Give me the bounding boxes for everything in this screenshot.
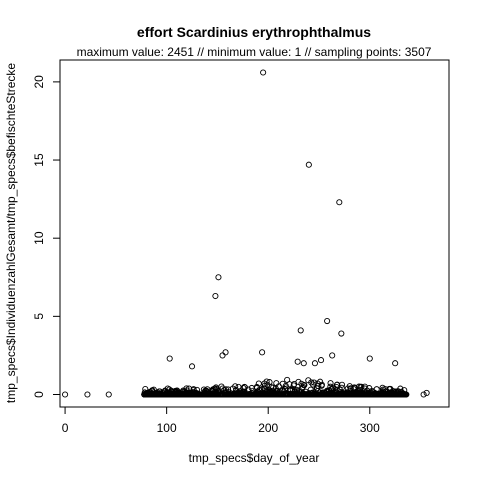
data-point xyxy=(219,352,226,359)
data-point xyxy=(351,384,358,391)
data-point xyxy=(310,379,318,386)
data-point xyxy=(232,383,239,390)
data-point xyxy=(311,360,318,367)
y-tick-label: 0 xyxy=(32,391,46,398)
data-point xyxy=(222,349,229,356)
data-point xyxy=(423,389,430,396)
data-point xyxy=(261,382,268,389)
data-point xyxy=(286,381,293,388)
data-point xyxy=(62,391,69,398)
data-point xyxy=(305,377,312,384)
data-point xyxy=(105,391,112,398)
data-point xyxy=(392,360,399,367)
y-tick-label: 20 xyxy=(32,75,46,89)
data-point xyxy=(300,360,307,367)
data-point xyxy=(84,391,91,398)
y-tick-label: 5 xyxy=(32,313,46,320)
data-point xyxy=(318,381,325,388)
data-point xyxy=(166,355,173,362)
data-point xyxy=(273,380,280,387)
data-point xyxy=(259,349,266,356)
plot-box xyxy=(59,59,450,408)
data-point xyxy=(255,380,262,387)
y-axis-label: tmp_specs$IndividuenzahlGesamt/tmp_specs… xyxy=(4,63,18,404)
data-point xyxy=(260,69,267,76)
data-point xyxy=(317,357,325,364)
x-tick-label: 100 xyxy=(157,421,177,435)
x-axis-label: tmp_specs$day_of_year xyxy=(189,451,320,465)
data-point xyxy=(324,317,331,325)
data-point xyxy=(212,292,219,300)
data-point xyxy=(366,355,373,362)
data-point xyxy=(183,385,190,392)
data-point xyxy=(338,330,345,337)
data-point xyxy=(357,383,364,390)
data-point xyxy=(329,352,336,359)
y-axis: 0 5 10 15 20 xyxy=(32,75,61,398)
data-point xyxy=(215,274,222,281)
y-tick-label: 15 xyxy=(32,153,46,167)
data-point xyxy=(420,391,427,398)
x-tick-label: 200 xyxy=(258,421,278,435)
x-axis: 0 100 200 300 xyxy=(62,406,380,435)
data-point xyxy=(297,327,304,334)
data-point xyxy=(248,384,255,392)
y-tick-label: 10 xyxy=(32,231,46,245)
data-point xyxy=(172,387,179,394)
data-point xyxy=(214,388,222,395)
x-tick-label: 300 xyxy=(360,421,380,435)
chart-subtitle: maximum value: 2451 // minimum value: 1 … xyxy=(77,45,432,59)
data-point xyxy=(188,363,196,370)
data-point xyxy=(299,383,306,390)
x-tick-label: 0 xyxy=(62,421,69,435)
data-point xyxy=(305,161,312,168)
data-point xyxy=(403,391,410,398)
data-points xyxy=(62,69,430,398)
data-point xyxy=(314,380,321,387)
data-point xyxy=(338,381,346,388)
data-point xyxy=(336,199,343,206)
data-point xyxy=(294,358,301,365)
chart-title: effort Scardinius erythrophthalmus xyxy=(137,24,371,40)
data-point xyxy=(270,384,277,391)
data-point xyxy=(327,380,334,387)
data-point xyxy=(379,384,386,391)
data-point xyxy=(241,384,248,391)
